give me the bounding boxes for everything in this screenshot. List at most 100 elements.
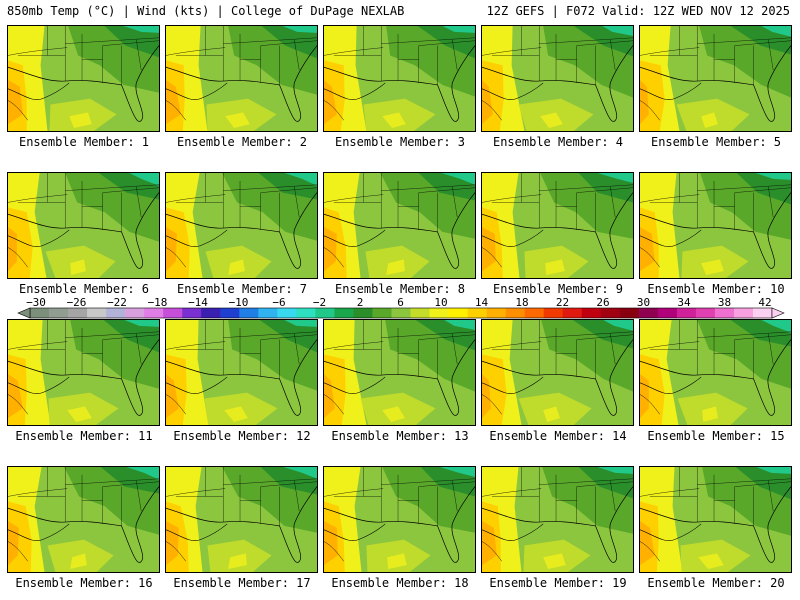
ensemble-member-label: Ensemble Member: 8 [334, 282, 466, 296]
ensemble-member-panel [323, 319, 476, 426]
colorbar-cells [29, 307, 773, 319]
colorbar-tick-label: 26 [596, 297, 609, 309]
temperature-field-map [324, 467, 475, 572]
temperature-field-map [324, 26, 475, 131]
colorbar-cell [87, 308, 107, 318]
colorbar-tick-label: −18 [148, 297, 168, 309]
colorbar-tick-label: −6 [272, 297, 285, 309]
colorbar-cell [372, 308, 392, 318]
ensemble-member-label: Ensemble Member: 19 [489, 576, 627, 590]
temperature-field-map [482, 320, 633, 425]
ensemble-member-label: Ensemble Member: 13 [331, 429, 469, 443]
ensemble-member-label: Ensemble Member: 5 [650, 135, 782, 149]
colorbar-cell [695, 308, 716, 318]
temperature-field-map [166, 173, 317, 278]
ensemble-member-panel [639, 172, 792, 279]
ensemble-member-label: Ensemble Member: 11 [15, 429, 153, 443]
colorbar-tick-label: −30 [26, 297, 46, 309]
temperature-colorbar: −30 −26 −22 −18 −14 −10 −6 −2 2 6 10 14 18 22 26 30 34 38… [17, 297, 785, 319]
colorbar-cell [163, 308, 183, 318]
ensemble-member-panel [323, 172, 476, 279]
temperature-field-map [482, 173, 633, 278]
colorbar-cell [391, 308, 411, 318]
colorbar-cell [486, 308, 506, 318]
product-title: 850mb Temp (°C) | Wind (kts) | College o… [7, 4, 405, 18]
colorbar-cell [505, 308, 525, 318]
colorbar-cell [277, 308, 297, 318]
ensemble-member-panel [639, 319, 792, 426]
ensemble-member-panel [7, 172, 160, 279]
ensemble-member-label: Ensemble Member: 3 [334, 135, 466, 149]
ensemble-member-panel [481, 25, 634, 132]
temperature-field-map [8, 320, 159, 425]
colorbar-cell [30, 308, 50, 318]
colorbar-cell [353, 308, 373, 318]
colorbar-cell [524, 308, 544, 318]
colorbar-tick-label: 38 [718, 297, 731, 309]
temperature-field-map [324, 320, 475, 425]
colorbar-cell [106, 308, 126, 318]
colorbar-tick-label: 18 [515, 297, 528, 309]
colorbar-tick-label: −2 [313, 297, 326, 309]
colorbar-cell [657, 308, 678, 318]
colorbar-cell [752, 308, 773, 318]
ensemble-member-label: Ensemble Member: 7 [176, 282, 308, 296]
colorbar-tick-label: 2 [357, 297, 364, 309]
temperature-field-map [8, 467, 159, 572]
colorbar-cell [448, 308, 468, 318]
ensemble-member-panel [481, 172, 634, 279]
colorbar-tick-labels: −30 −26 −22 −18 −14 −10 −6 −2 2 6 10 14 18 22 26 30 34 38… [26, 297, 772, 309]
temperature-field-map [166, 467, 317, 572]
temperature-field-map [166, 320, 317, 425]
ensemble-member-label: Ensemble Member: 4 [492, 135, 624, 149]
ensemble-member-panel [481, 319, 634, 426]
ensemble-member-label: Ensemble Member: 18 [331, 576, 469, 590]
colorbar-cell [334, 308, 354, 318]
ensemble-member-panel [7, 25, 160, 132]
ensemble-member-panel [639, 466, 792, 573]
colorbar-cell [258, 308, 278, 318]
colorbar-tick-label: −26 [67, 297, 87, 309]
ensemble-member-label: Ensemble Member: 17 [173, 576, 311, 590]
colorbar-tick-label: 10 [434, 297, 447, 309]
colorbar-tick-label: −22 [107, 297, 127, 309]
colorbar-cell [429, 308, 449, 318]
colorbar-tick-label: 34 [677, 297, 691, 309]
ensemble-member-panel [7, 466, 160, 573]
colorbar-cell [676, 308, 697, 318]
ensemble-member-label: Ensemble Member: 16 [15, 576, 153, 590]
temperature-field-map [640, 467, 791, 572]
temperature-field-map [8, 173, 159, 278]
ensemble-member-panel [165, 172, 318, 279]
colorbar-cell [543, 308, 564, 318]
ensemble-member-panel [639, 25, 792, 132]
ensemble-member-panel [165, 25, 318, 132]
colorbar-tick-label: 42 [758, 297, 771, 309]
ensemble-member-label: Ensemble Member: 12 [173, 429, 311, 443]
colorbar-cell [638, 308, 659, 318]
ensemble-member-label: Ensemble Member: 2 [176, 135, 308, 149]
ensemble-member-panel [323, 466, 476, 573]
ensemble-member-label: Ensemble Member: 1 [18, 135, 150, 149]
ensemble-member-label: Ensemble Member: 9 [492, 282, 624, 296]
colorbar-cell [467, 308, 487, 318]
colorbar-tick-label: 30 [637, 297, 650, 309]
colorbar-tick-label: 22 [556, 297, 569, 309]
colorbar-cell [144, 308, 164, 318]
temperature-field-map [166, 26, 317, 131]
valid-time: 12Z GEFS | F072 Valid: 12Z WED NOV 12 20… [486, 4, 790, 18]
ensemble-member-label: Ensemble Member: 6 [18, 282, 150, 296]
colorbar-cell [733, 308, 754, 318]
colorbar-cell [239, 308, 259, 318]
colorbar-cell [562, 308, 583, 318]
ensemble-member-panel [165, 466, 318, 573]
colorbar-cell [714, 308, 735, 318]
ensemble-member-label: Ensemble Member: 10 [647, 282, 785, 296]
colorbar-cell [581, 308, 602, 318]
ensemble-member-panel [481, 466, 634, 573]
ensemble-member-panel [165, 319, 318, 426]
colorbar-cell [600, 308, 621, 318]
colorbar-cell [619, 308, 640, 318]
ensemble-member-label: Ensemble Member: 14 [489, 429, 627, 443]
colorbar-cell [220, 308, 240, 318]
